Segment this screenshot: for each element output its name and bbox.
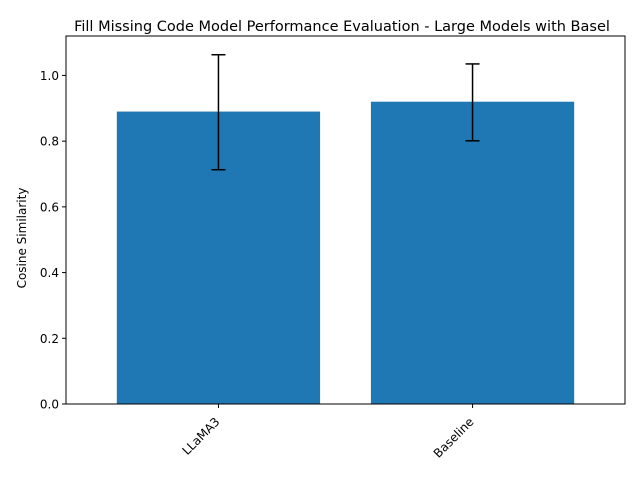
bar-baseline [370,101,575,405]
y-tick-label: 1.0 [40,69,59,83]
y-tick-label: 0.4 [40,266,59,280]
y-axis-label: Cosine Similarity [15,188,29,289]
error-bars-layer [211,53,480,171]
y-axis-ticks: 0.0 0.2 0.4 0.6 0.8 1.0 [40,69,66,412]
y-tick-label: 0.2 [40,332,59,346]
chart-title: Fill Missing Code Model Performance Eval… [74,19,610,35]
y-tick-label: 0.6 [40,200,59,214]
y-tick-label: 0.8 [40,135,59,149]
y-tick-label: 0.0 [40,398,59,412]
plot-area-frame [65,35,626,405]
